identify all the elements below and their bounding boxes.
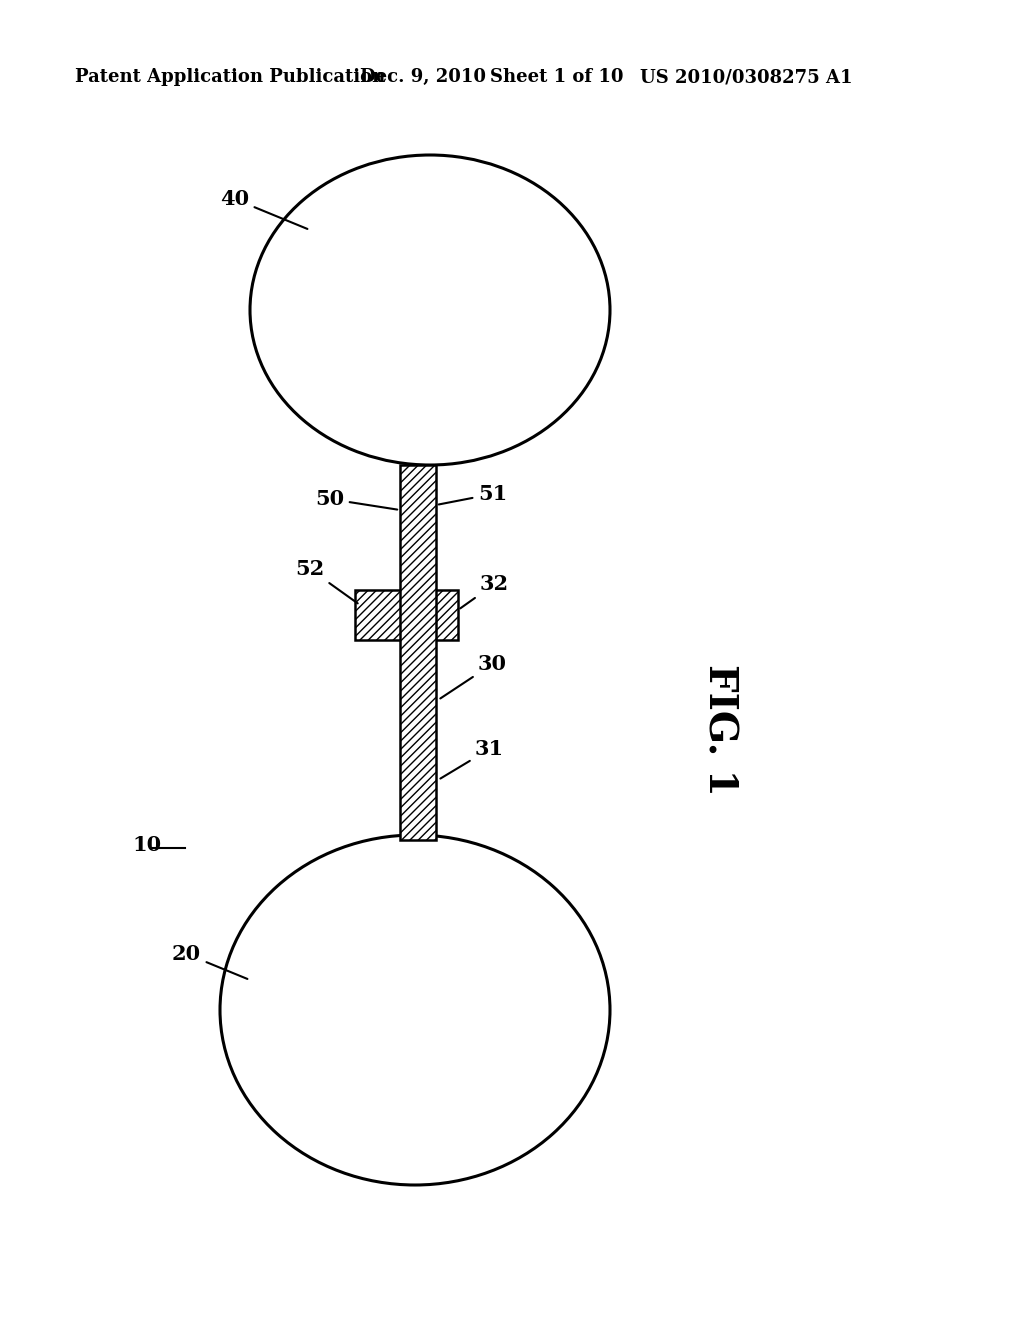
Text: US 2010/0308275 A1: US 2010/0308275 A1 — [640, 69, 853, 86]
Text: 50: 50 — [315, 488, 397, 510]
Text: 10: 10 — [132, 836, 161, 855]
Bar — [400, 465, 436, 840]
Text: 31: 31 — [440, 739, 504, 779]
Text: Dec. 9, 2010: Dec. 9, 2010 — [360, 69, 486, 86]
Text: Patent Application Publication: Patent Application Publication — [75, 69, 385, 86]
Text: FIG. 1: FIG. 1 — [701, 664, 739, 796]
Text: 52: 52 — [295, 558, 357, 603]
Text: 30: 30 — [440, 653, 507, 698]
Text: Sheet 1 of 10: Sheet 1 of 10 — [490, 69, 624, 86]
Text: 20: 20 — [172, 944, 248, 979]
Bar — [355, 590, 458, 640]
Text: 32: 32 — [460, 574, 509, 609]
Text: 40: 40 — [220, 189, 307, 228]
Text: 51: 51 — [438, 484, 507, 504]
